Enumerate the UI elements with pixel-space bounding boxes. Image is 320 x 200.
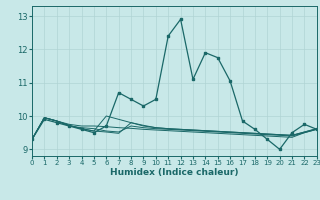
X-axis label: Humidex (Indice chaleur): Humidex (Indice chaleur) xyxy=(110,168,239,177)
